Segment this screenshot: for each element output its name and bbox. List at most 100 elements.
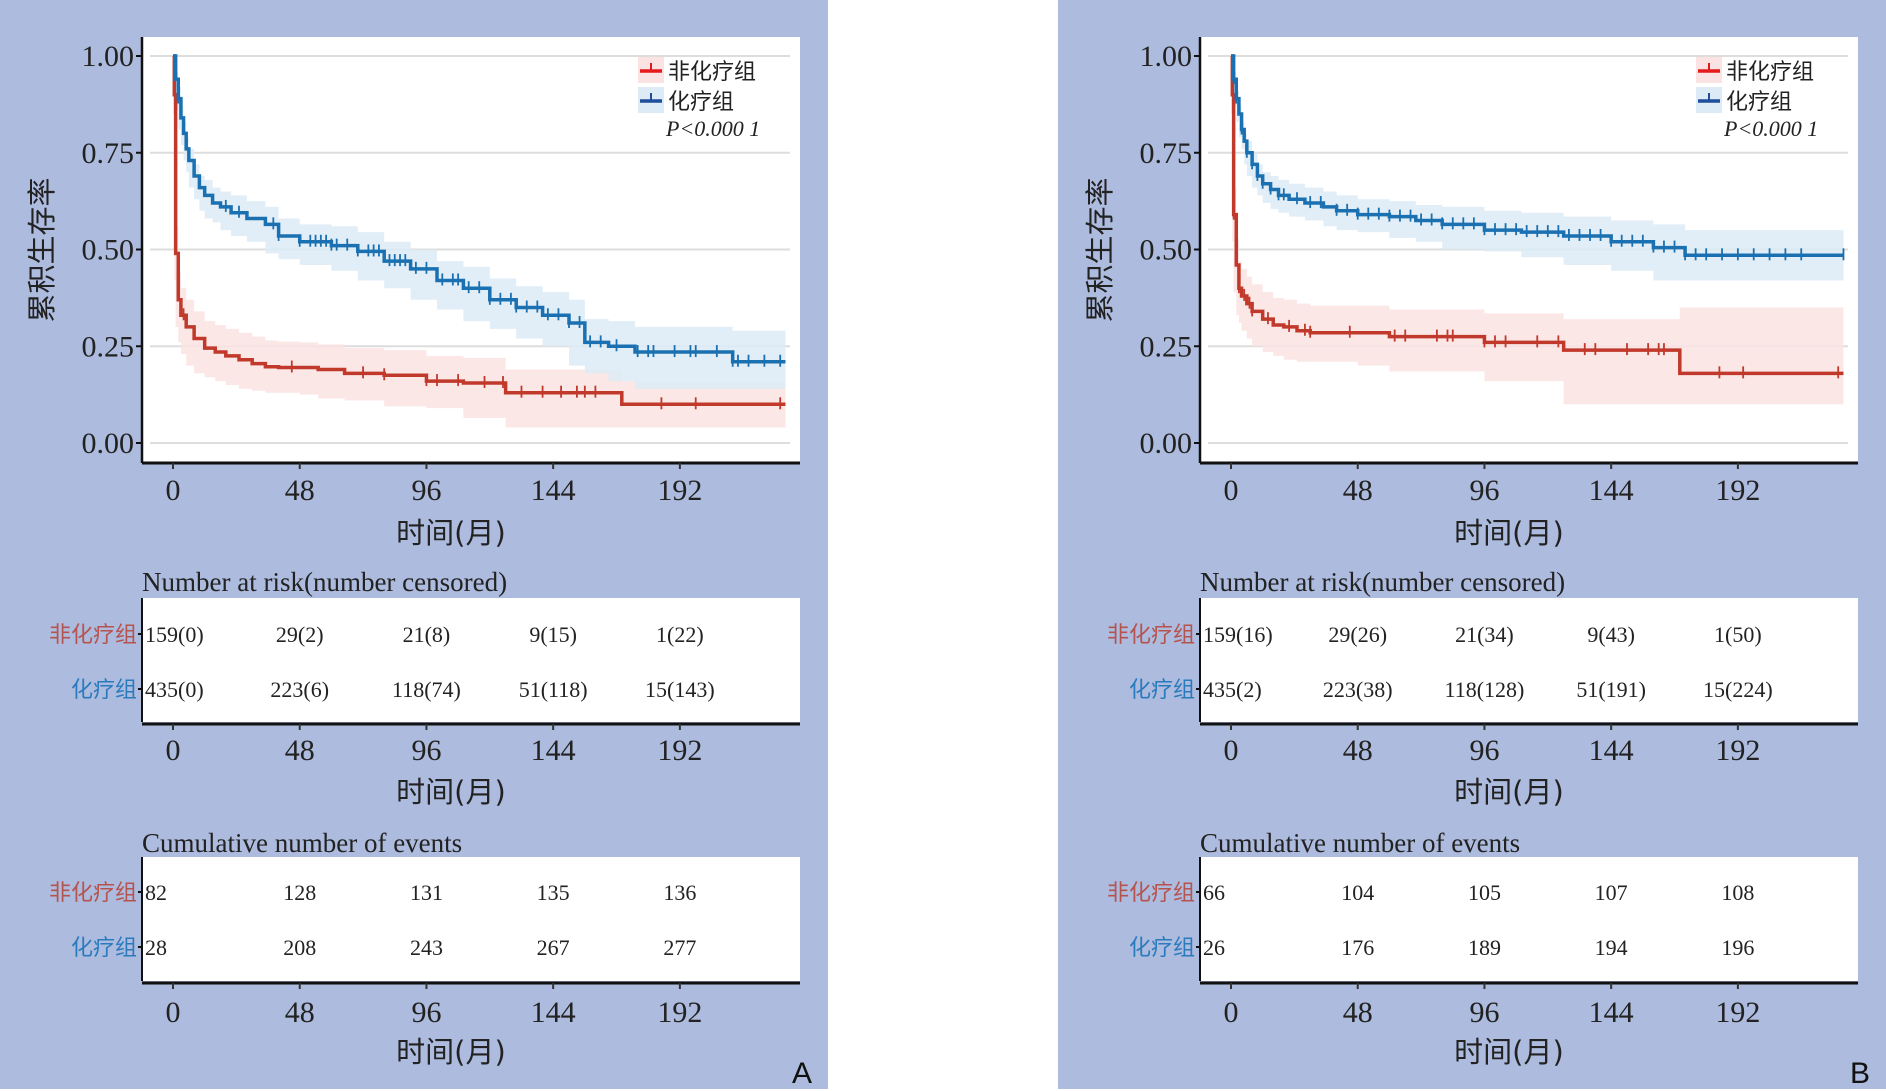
a-events-table-cell: 28 [145,935,167,960]
a-events-table-cell: 208 [283,935,316,960]
b-events-table-cell: 104 [1341,880,1374,905]
b-risk-table-x-tick-label: 192 [1715,734,1760,767]
a-events-table-box [142,857,800,981]
a-legend-label-chemo: 化疗组 [668,90,734,115]
a-risk-table-cell: 15(143) [645,677,715,702]
a-events-table-cell: 136 [663,880,696,905]
a-risk-table-x-axis-title: 时间(月) [396,775,506,809]
b-y-tick-label: 0.50 [1140,234,1193,267]
a-events-table-x-tick-label: 144 [531,996,576,1029]
a-events-table-row-label-chemo: 化疗组 [71,936,137,961]
a-risk-table-title: Number at risk(number censored) [142,567,507,597]
a-risk-table-cell: 435(0) [145,677,204,702]
b-events-table-x-axis-title: 时间(月) [1454,1035,1564,1069]
a-events-table-cell: 128 [283,880,316,905]
a-risk-table-row-label-chemo: 化疗组 [71,678,137,703]
a-events-table-title: Cumulative number of events [142,828,462,858]
b-events-table-x-tick-label: 0 [1224,996,1239,1029]
b-x-axis-title: 时间(月) [1454,516,1564,550]
a-survival-line-chemo [173,54,786,364]
a-events-table-cell: 135 [537,880,570,905]
a-risk-table-cell: 1(22) [656,622,704,647]
b-events-table-cell: 176 [1341,935,1374,960]
b-risk-table-box [1200,598,1858,722]
b-events-table-box [1200,857,1858,981]
a-risk-table-cell: 159(0) [145,622,204,647]
b-x-tick-label: 144 [1589,474,1634,507]
b-events-table-row-label-non_chemo: 非化疗组 [1107,881,1195,906]
a-risk-table-box [142,598,800,722]
a-risk-table-x-tick-label: 96 [411,734,441,767]
a-risk-table-cell: 29(2) [276,622,324,647]
a-events-table-cell: 131 [410,880,443,905]
b-events-table-cell: 194 [1595,935,1628,960]
b-survival-line-chemo [1231,54,1844,258]
panel-b: 0.00 0.25 0.50 0.75 1.00 累积生存率 0 48 96 144 192 时间(月… [1058,0,1886,1090]
b-events-table-row-label-chemo: 化疗组 [1129,936,1195,961]
km-figure-b: 0.00 0.25 0.50 0.75 1.00 累积生存率 0 48 96 144 192 时间(月… [1083,37,1870,1090]
b-x-tick-label: 48 [1343,474,1373,507]
a-events-table-cell: 277 [663,935,696,960]
b-y-tick-label: 0.00 [1140,427,1193,460]
b-y-axis-title: 累积生存率 [1083,177,1117,322]
b-risk-table-x-tick-label: 144 [1589,734,1634,767]
a-risk-table-x-tick-label: 48 [285,734,315,767]
b-x-tick-label: 0 [1224,474,1239,507]
a-p-value: P<0.000 1 [665,116,760,141]
a-y-tick-label: 1.00 [82,40,135,73]
a-y-tick-label: 0.25 [82,330,135,363]
a-ci-band-non_chemo [173,56,786,428]
b-x-tick-label: 192 [1715,474,1760,507]
a-risk-table-row-label-non_chemo: 非化疗组 [49,623,137,648]
b-y-tick-label: 1.00 [1140,40,1193,73]
a-events-table-cell: 243 [410,935,443,960]
a-x-tick-label: 192 [657,474,702,507]
b-events-table-cell: 108 [1721,880,1754,905]
b-y-tick-label: 0.25 [1140,330,1193,363]
a-panel-letter: A [792,1057,812,1090]
a-y-tick-label: 0.75 [82,137,135,170]
a-risk-table-x-tick-label: 0 [166,734,181,767]
b-risk-table-cell: 118(128) [1445,677,1525,702]
b-events-table-cell: 189 [1468,935,1501,960]
b-risk-table-cell: 15(224) [1703,677,1773,702]
b-risk-table-x-tick-label: 96 [1469,734,1499,767]
a-x-axis-title: 时间(月) [396,516,506,550]
b-events-table-x-tick-label: 144 [1589,996,1634,1029]
b-risk-table-row-label-chemo: 化疗组 [1129,678,1195,703]
a-ci-band-chemo [173,56,786,389]
b-risk-table-cell: 9(43) [1587,622,1635,647]
b-ci-band-chemo [1231,56,1844,281]
b-risk-table-x-tick-label: 0 [1224,734,1239,767]
a-events-table-x-tick-label: 0 [166,996,181,1029]
b-y-tick-label: 0.75 [1140,137,1193,170]
b-p-value: P<0.000 1 [1723,116,1818,141]
b-risk-table-x-axis-title: 时间(月) [1454,775,1564,809]
b-events-table-cell: 196 [1721,935,1754,960]
b-risk-table-cell: 435(2) [1203,677,1262,702]
b-risk-table-title: Number at risk(number censored) [1200,567,1565,597]
b-events-table-title: Cumulative number of events [1200,828,1520,858]
b-events-table-cell: 105 [1468,880,1501,905]
b-x-tick-label: 96 [1469,474,1499,507]
a-x-tick-label: 96 [411,474,441,507]
b-events-table-cell: 66 [1203,880,1225,905]
b-events-table-x-tick-label: 192 [1715,996,1760,1029]
b-events-table-cell: 26 [1203,935,1225,960]
a-events-table-row-label-non_chemo: 非化疗组 [49,881,137,906]
b-panel-letter: B [1850,1057,1870,1090]
a-events-table-x-tick-label: 96 [411,996,441,1029]
km-figure-a: 0.00 0.25 0.50 0.75 1.00 累积生存率 0 48 96 144 192 时间(月… [25,37,812,1090]
a-x-tick-label: 48 [285,474,315,507]
a-risk-table-cell: 51(118) [519,677,588,702]
b-events-table-cell: 107 [1595,880,1628,905]
a-y-axis-title: 累积生存率 [25,177,59,322]
a-risk-table-cell: 9(15) [529,622,577,647]
a-events-table-cell: 82 [145,880,167,905]
panel-a: 0.00 0.25 0.50 0.75 1.00 累积生存率 0 48 96 144 192 时间(月… [0,0,828,1090]
a-y-tick-label: 0.50 [82,234,135,267]
a-events-table-x-tick-label: 48 [285,996,315,1029]
b-risk-table-cell: 29(26) [1328,622,1387,647]
a-x-tick-label: 144 [531,474,576,507]
b-risk-table-cell: 223(38) [1323,677,1393,702]
